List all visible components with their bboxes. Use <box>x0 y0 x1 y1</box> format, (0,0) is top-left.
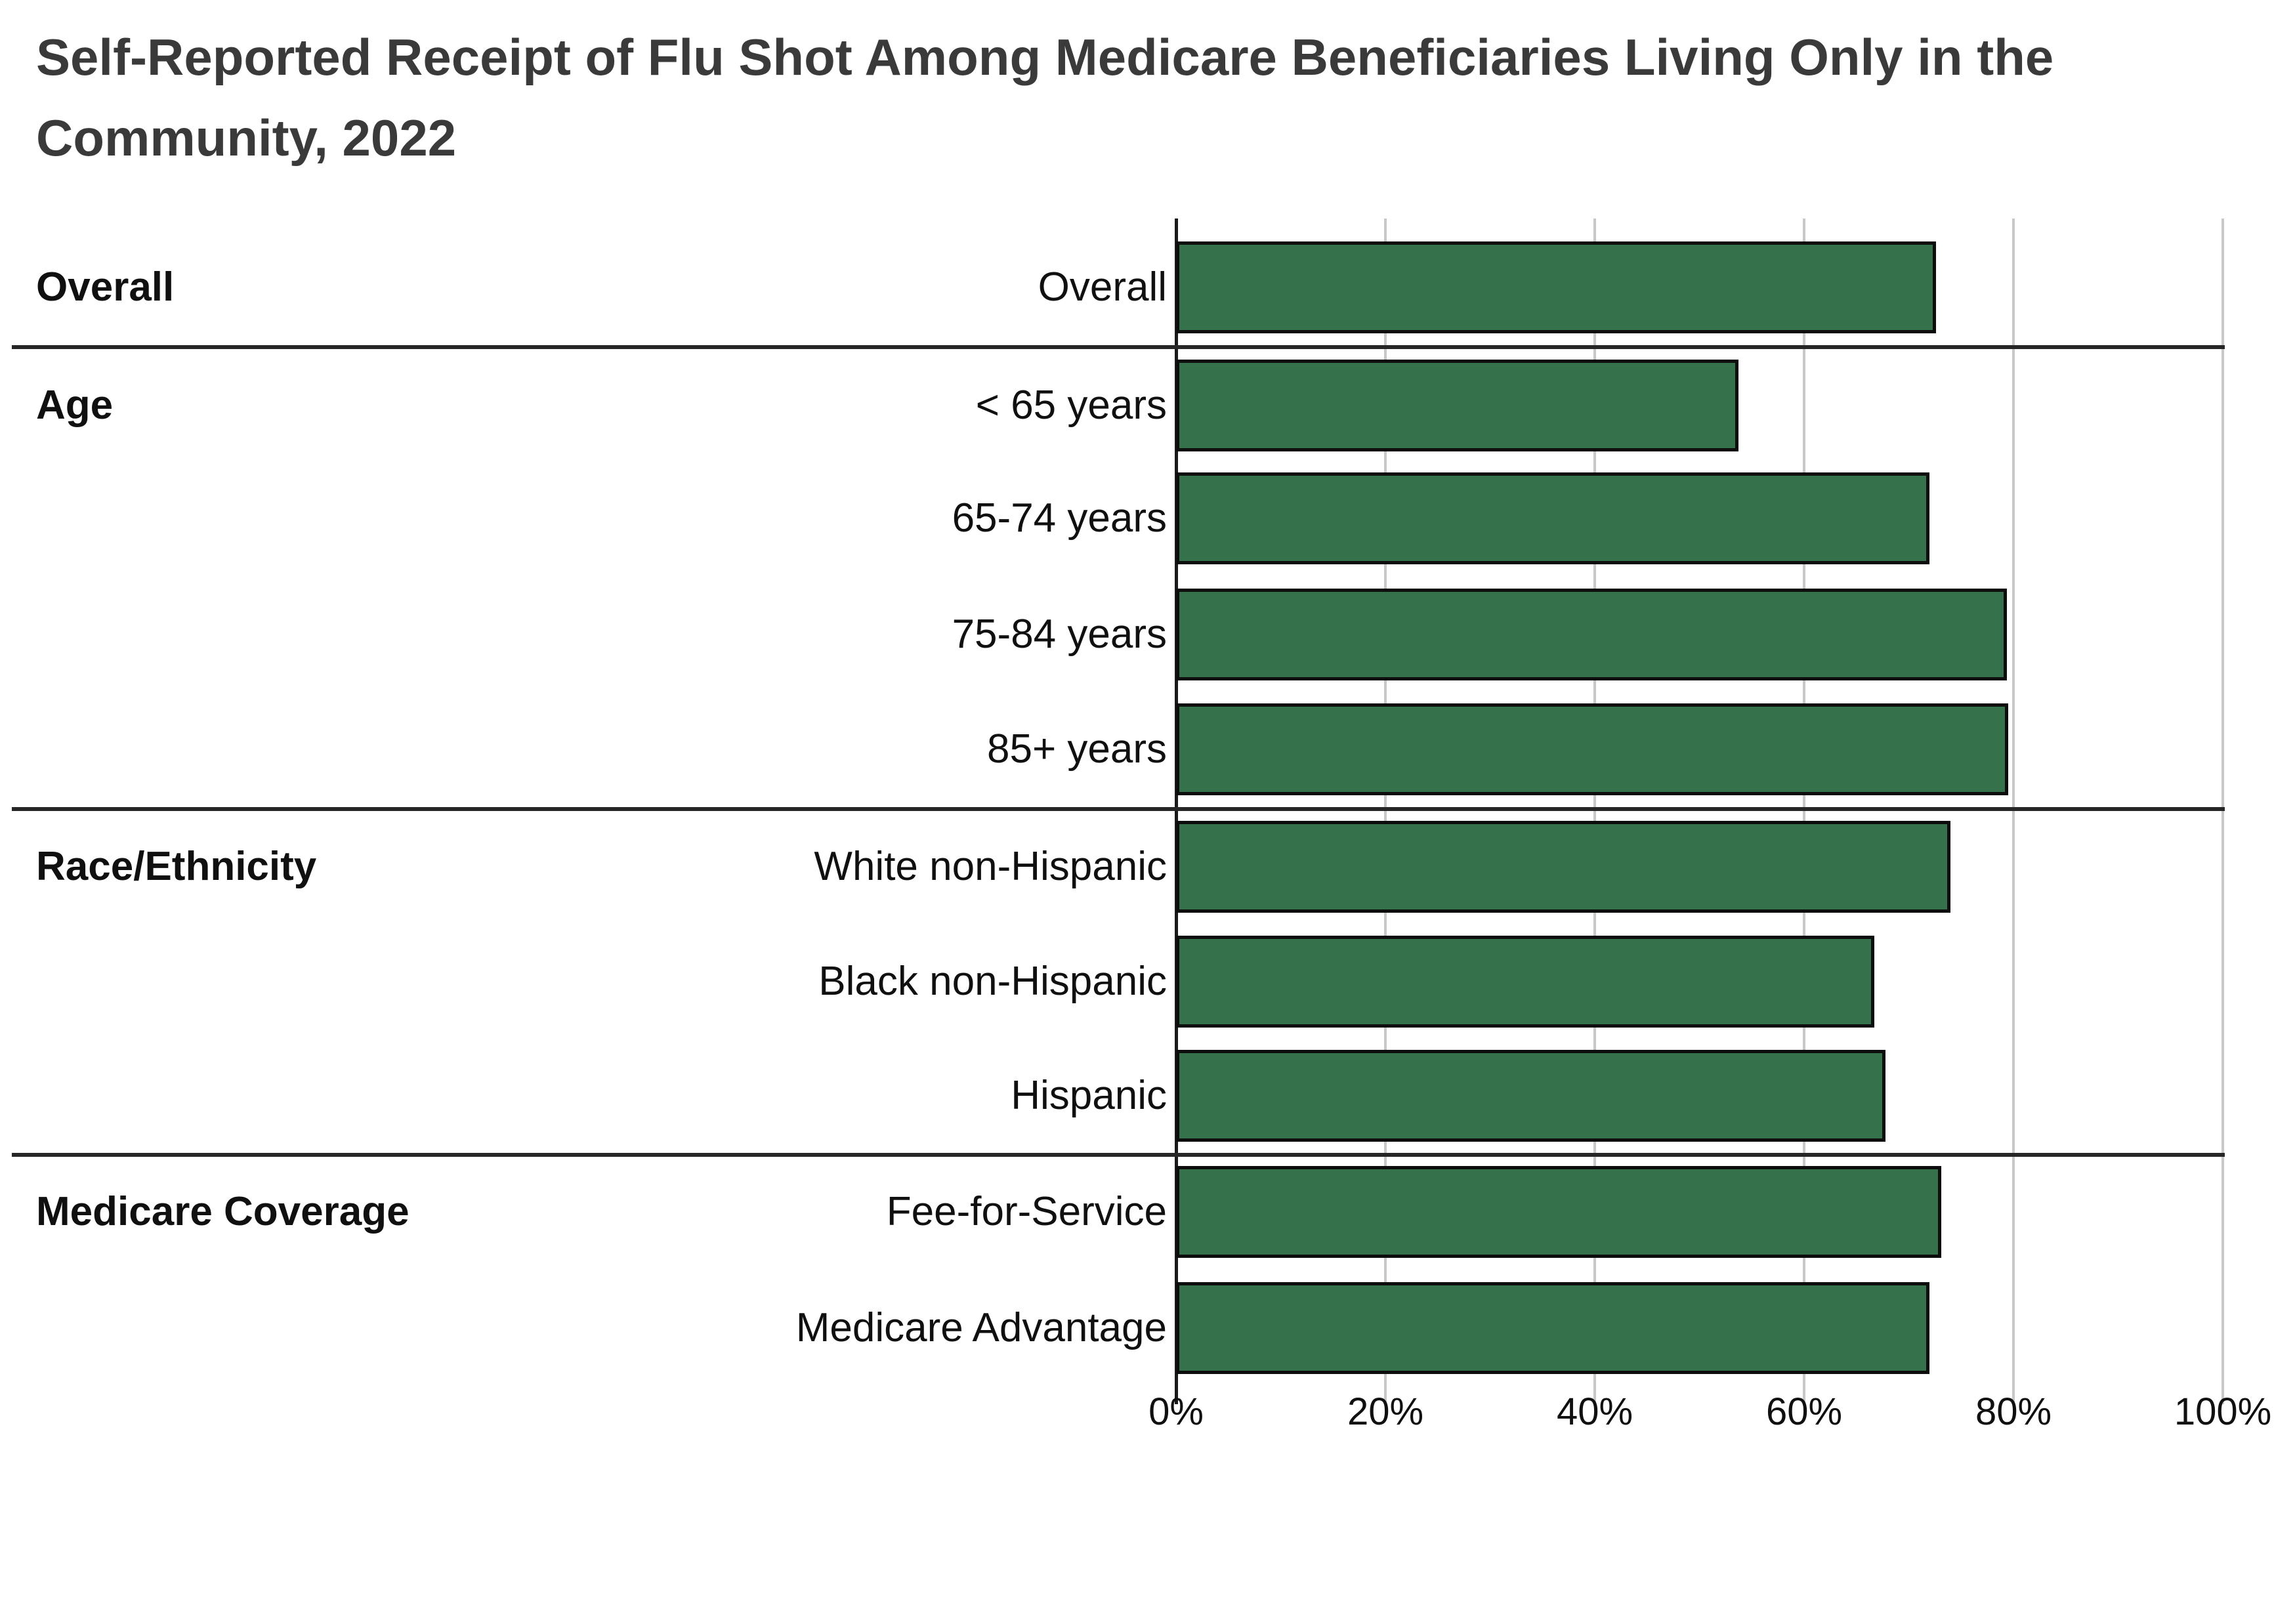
bar-white-non-hispanic <box>1176 821 1950 913</box>
group-separator-2 <box>12 807 2225 811</box>
group-separator-3 <box>12 1153 2225 1157</box>
category-label-medicare-advantage: Medicare Advantage <box>795 1305 1167 1350</box>
gridline-20 <box>1384 219 1387 1404</box>
gridline-40 <box>1593 219 1596 1404</box>
group-separator-1 <box>12 345 2225 349</box>
x-tick-label-0: 0% <box>1148 1390 1204 1433</box>
chart-title-line2: Community, 2022 <box>36 109 457 167</box>
group-label-medicare-coverage: Medicare Coverage <box>36 1189 410 1234</box>
bar-black-non-hispanic <box>1176 936 1874 1028</box>
category-label-65-74-years: 65-74 years <box>952 495 1167 541</box>
bar-medicare-advantage <box>1176 1282 1929 1374</box>
group-label-overall: Overall <box>36 264 175 310</box>
gridline-80 <box>2012 219 2015 1404</box>
group-label-age: Age <box>36 383 114 428</box>
category-label-65-years: < 65 years <box>975 383 1167 428</box>
bar-65-74-years <box>1176 472 1929 564</box>
bar-hispanic <box>1176 1050 1885 1142</box>
category-label-black-non-hispanic: Black non-Hispanic <box>818 959 1167 1004</box>
category-label-overall: Overall <box>1038 264 1167 310</box>
x-tick-label-60: 60% <box>1765 1390 1843 1433</box>
category-label-fee-for-service: Fee-for-Service <box>886 1189 1167 1234</box>
category-label-85-years: 85+ years <box>986 726 1167 772</box>
bar-65-years <box>1176 360 1738 451</box>
group-label-race-ethnicity: Race/Ethnicity <box>36 844 317 889</box>
bar-75-84-years <box>1176 589 2007 680</box>
chart-title: Self-Reported Receipt of Flu Shot Among … <box>36 17 2228 178</box>
bar-85-years <box>1176 703 2008 795</box>
gridline-100 <box>2221 219 2224 1404</box>
y-axis-line <box>1174 219 1178 1404</box>
x-tick-label-20: 20% <box>1347 1390 1424 1433</box>
x-tick-label-40: 40% <box>1556 1390 1633 1433</box>
bar-fee-for-service <box>1176 1166 1941 1258</box>
bar-overall <box>1176 241 1936 333</box>
x-tick-label-80: 80% <box>1975 1390 2052 1433</box>
category-label-75-84-years: 75-84 years <box>952 612 1167 657</box>
x-tick-label-100: 100% <box>2174 1390 2272 1433</box>
category-label-white-non-hispanic: White non-Hispanic <box>814 844 1167 889</box>
category-label-hispanic: Hispanic <box>1011 1073 1167 1118</box>
chart-title-line1: Self-Reported Receipt of Flu Shot Among … <box>36 28 2054 86</box>
gridline-60 <box>1803 219 1805 1404</box>
